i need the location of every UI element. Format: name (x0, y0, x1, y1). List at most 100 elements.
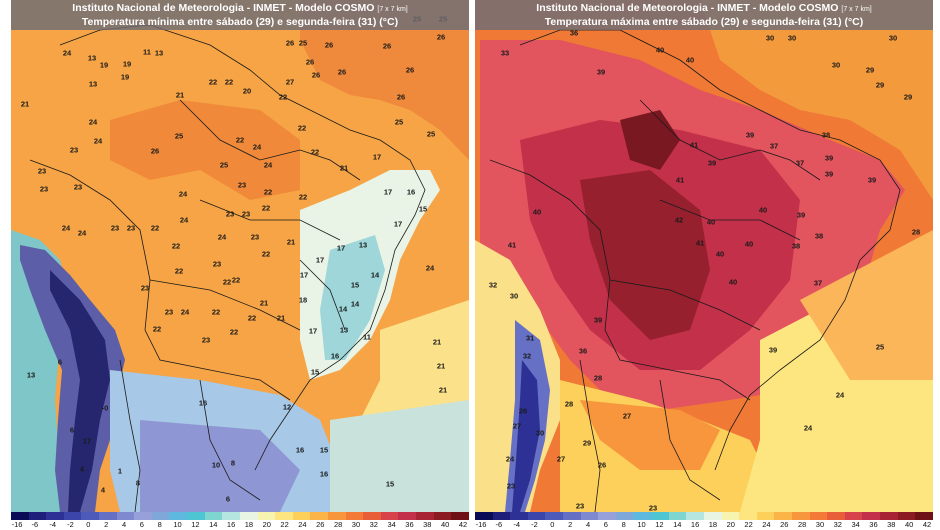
temperature-value-label: 41 (695, 238, 705, 248)
temperature-value-label: 24 (217, 232, 227, 242)
temperature-value-label: 23 (140, 283, 150, 293)
temperature-value-label: 41 (507, 240, 517, 250)
temperature-value-label: 37 (769, 141, 779, 151)
temperature-value-label: 21 (432, 337, 442, 347)
temperature-value-label: 41 (675, 175, 685, 185)
min-temperature-color-scale: -16 -6 -4 -2 0 2 4 6 8 10 12 14 16 18 20 22 24 26 28 30 32 34… (11, 512, 469, 530)
temperature-value-label: 30 (787, 33, 797, 43)
color-scale-tick-label: 28 (797, 520, 807, 529)
temperature-value-label: 22 (222, 277, 232, 287)
color-scale-tick-label: -6 (31, 520, 39, 529)
color-scale-swatch (633, 512, 652, 520)
color-scale-tick-label: 8 (621, 520, 626, 529)
color-scale-swatch (116, 512, 135, 520)
color-scale-swatch (46, 512, 64, 520)
color-scale-tick-label: 40 (904, 520, 914, 529)
color-scale-swatch (703, 512, 722, 520)
temperature-value-label: 40 (685, 55, 695, 65)
temperature-value-label: 39 (824, 169, 834, 179)
resolution-label: [7 x 7 km] (377, 6, 408, 13)
title-line-1: Instituto Nacional de Meteorologia - INM… (536, 2, 839, 14)
temperature-value-label: 8 (230, 458, 236, 468)
temperature-value-label: 24 (61, 223, 71, 233)
temperature-value-label: 22 (310, 147, 320, 157)
color-scale-tick-label: 12 (191, 520, 200, 529)
temperature-value-label: 20 (242, 86, 252, 96)
temperature-value-label: 39 (796, 210, 806, 220)
color-scale-ticks: -16 -6 -4 -2 0 2 4 6 8 10 12 14 16 18 20 22 24 26 28 30 32 34… (11, 520, 469, 530)
temperature-value-label: 23 (164, 307, 174, 317)
temperature-value-label: 21 (276, 313, 286, 323)
temperature-value-label: 28 (911, 227, 921, 237)
temperature-value-label: 26 (396, 92, 406, 102)
temperature-value-label: 40 (728, 277, 738, 287)
color-scale-ticks: -16 -6 -4 -2 0 2 4 6 8 10 12 14 16 18 20 22 24 26 28 30 32 34… (475, 520, 933, 530)
temperature-value-label: 23 (69, 145, 79, 155)
color-scale-tick-label: 18 (708, 520, 718, 529)
temperature-value-label: 32 (488, 280, 498, 290)
color-scale-swatch (257, 512, 276, 520)
temperature-value-label: 39 (745, 130, 755, 140)
temperature-value-label: 25 (875, 342, 885, 352)
color-scale-tick-label: 14 (209, 520, 218, 529)
temperature-value-label: 26 (305, 57, 315, 67)
temperature-value-label: 12 (282, 402, 292, 412)
temperature-value-label: 22 (247, 313, 257, 323)
temperature-value-label: 23 (201, 335, 211, 345)
temperature-value-label: 17 (308, 326, 318, 336)
temperature-value-label: 10 (211, 460, 221, 470)
temperature-value-label: 4 (79, 464, 85, 474)
temperature-value-label: 39 (867, 175, 877, 185)
temperature-value-label: 30 (509, 291, 519, 301)
temperature-value-label: 25 (219, 160, 229, 170)
max-temperature-color-scale: -16 -6 -4 -2 0 2 4 6 8 10 12 14 16 18 20 22 24 26 28 30 32 34… (475, 512, 933, 530)
min-temperature-map-panel: Instituto Nacional de Meteorologia - INM… (11, 0, 469, 512)
color-scale-tick-label: 34 (851, 520, 860, 529)
color-scale-swatch (686, 512, 704, 520)
temperature-value-label: 22 (261, 249, 271, 259)
temperature-value-label: 17 (315, 255, 325, 265)
color-scale-tick-label: 6 (139, 520, 144, 529)
temperature-value-label: 6 (225, 494, 231, 504)
temperature-value-label: 22 (211, 307, 221, 317)
temperature-value-label: 16 (330, 351, 340, 361)
temperature-value-label: 17 (82, 436, 92, 446)
temperature-value-label: 33 (500, 48, 510, 58)
temperature-value-label: 13 (87, 53, 97, 63)
temperature-value-label: 22 (298, 192, 308, 202)
temperature-value-label: 38 (821, 130, 831, 140)
temperature-value-label: 22 (208, 77, 218, 87)
color-scale-tick-label: 30 (815, 520, 825, 529)
temperature-value-label: 27 (512, 421, 522, 431)
color-scale-swatch (774, 512, 792, 520)
color-scale-tick-label: 26 (316, 520, 325, 529)
temperature-value-label: 24 (425, 263, 435, 273)
temperature-value-label: 41 (689, 140, 699, 150)
temperature-value-label: 36 (578, 346, 588, 356)
temperature-value-label: 26 (518, 406, 528, 416)
temperature-value-label: 13 (26, 370, 36, 380)
temperature-value-label: 16 (295, 445, 305, 455)
max-temperature-map-panel: Instituto Nacional de Meteorologia - INM… (475, 0, 933, 512)
temperature-value-label: 39 (593, 315, 603, 325)
color-scale-swatch (204, 512, 223, 520)
color-scale-tick-label: 36 (405, 520, 414, 529)
min-temperature-map (11, 0, 469, 512)
color-scale-swatch (580, 512, 599, 520)
temperature-value-label: 39 (824, 153, 834, 163)
color-scale-tick-label: 14 (673, 520, 682, 529)
temperature-value-label: 24 (180, 307, 190, 317)
temperature-value-label: 23 (73, 182, 83, 192)
temperature-value-label: 13 (154, 48, 164, 58)
temperature-value-label: 13 (339, 325, 349, 335)
temperature-value-label: 39 (768, 345, 778, 355)
title-line-2: Temperatura máxima entre sábado (29) e s… (544, 16, 864, 28)
temperature-value-label: 24 (263, 160, 273, 170)
temperature-value-label: 24 (88, 117, 98, 127)
temperature-value-label: 23 (225, 209, 235, 219)
temperature-value-label: 23 (212, 259, 222, 269)
temperature-value-label: 24 (505, 454, 515, 464)
temperature-value-label: 27 (285, 77, 295, 87)
temperature-value-label: 23 (237, 180, 247, 190)
temperature-value-label: 22 (261, 203, 271, 213)
